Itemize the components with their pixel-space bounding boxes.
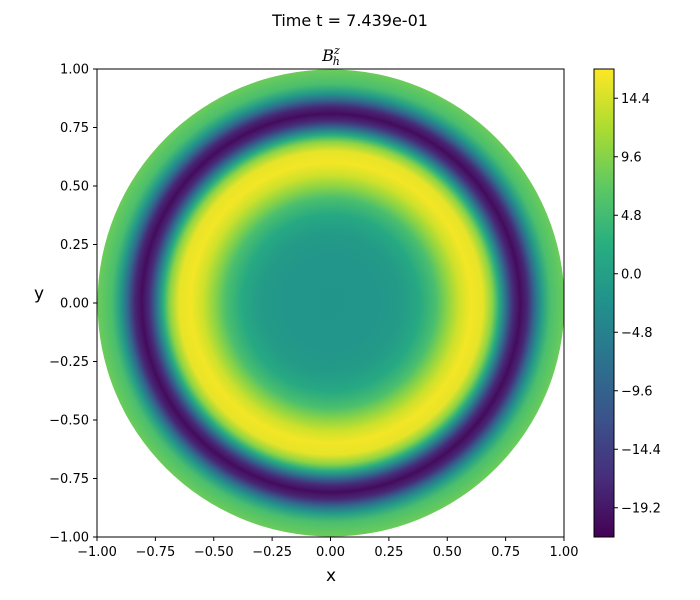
field-disk xyxy=(97,69,565,537)
y-tick-label: 0.25 xyxy=(60,238,89,253)
x-tick-label: −0.50 xyxy=(194,545,234,560)
x-tick-label: 0.25 xyxy=(374,545,403,560)
x-tick-label: 0.00 xyxy=(316,545,345,560)
y-tick-label: −0.50 xyxy=(49,414,89,429)
y-axis: 1.00 0.75 0.50 0.25 0.00 −0.25 −0.50 −0.75 −1.00 xyxy=(49,63,97,546)
colorbar-tick-label: 4.8 xyxy=(621,209,642,224)
y-tick-label: −0.75 xyxy=(49,472,89,487)
colorbar-ticks: 14.4 9.6 4.8 0.0 −4.8 −9.6 −14.4 −19.2 xyxy=(614,92,661,516)
y-tick-label: 0.00 xyxy=(60,297,89,312)
x-tick-label: −0.25 xyxy=(252,545,292,560)
y-tick-label: −1.00 xyxy=(49,531,89,546)
figure-suptitle: Time t = 7.439e-01 xyxy=(271,11,428,30)
x-tick-label: −1.00 xyxy=(77,545,117,560)
x-tick-label: −0.75 xyxy=(135,545,175,560)
y-tick-label: 0.50 xyxy=(60,180,89,195)
colorbar-tick-label: −9.6 xyxy=(621,384,653,399)
plot-area xyxy=(96,68,565,538)
colorbar-tick-label: −19.2 xyxy=(621,501,661,516)
x-tick-label: 0.75 xyxy=(491,545,520,560)
y-tick-label: 0.75 xyxy=(60,121,89,136)
x-tick-label: 0.50 xyxy=(433,545,462,560)
axes-title: Bz h xyxy=(321,44,340,68)
colorbar-tick-label: −4.8 xyxy=(621,326,653,341)
colorbar-tick-label: 9.6 xyxy=(621,150,642,165)
y-tick-label: 1.00 xyxy=(60,63,89,78)
x-tick-label: 1.00 xyxy=(550,545,579,560)
colorbar-gradient xyxy=(593,68,615,538)
x-axis: −1.00 −0.75 −0.50 −0.25 0.00 0.25 0.50 0.75 1.00 xyxy=(77,537,578,560)
y-tick-label: −0.25 xyxy=(49,355,89,370)
colorbar-tick-label: 0.0 xyxy=(621,267,642,282)
colorbar-tick-label: 14.4 xyxy=(621,92,650,107)
colorbar: 14.4 9.6 4.8 0.0 −4.8 −9.6 −14.4 −19.2 xyxy=(593,68,661,538)
colorbar-tick-label: −14.4 xyxy=(621,443,661,458)
y-axis-label: y xyxy=(34,284,44,304)
x-axis-label: x xyxy=(326,566,336,586)
